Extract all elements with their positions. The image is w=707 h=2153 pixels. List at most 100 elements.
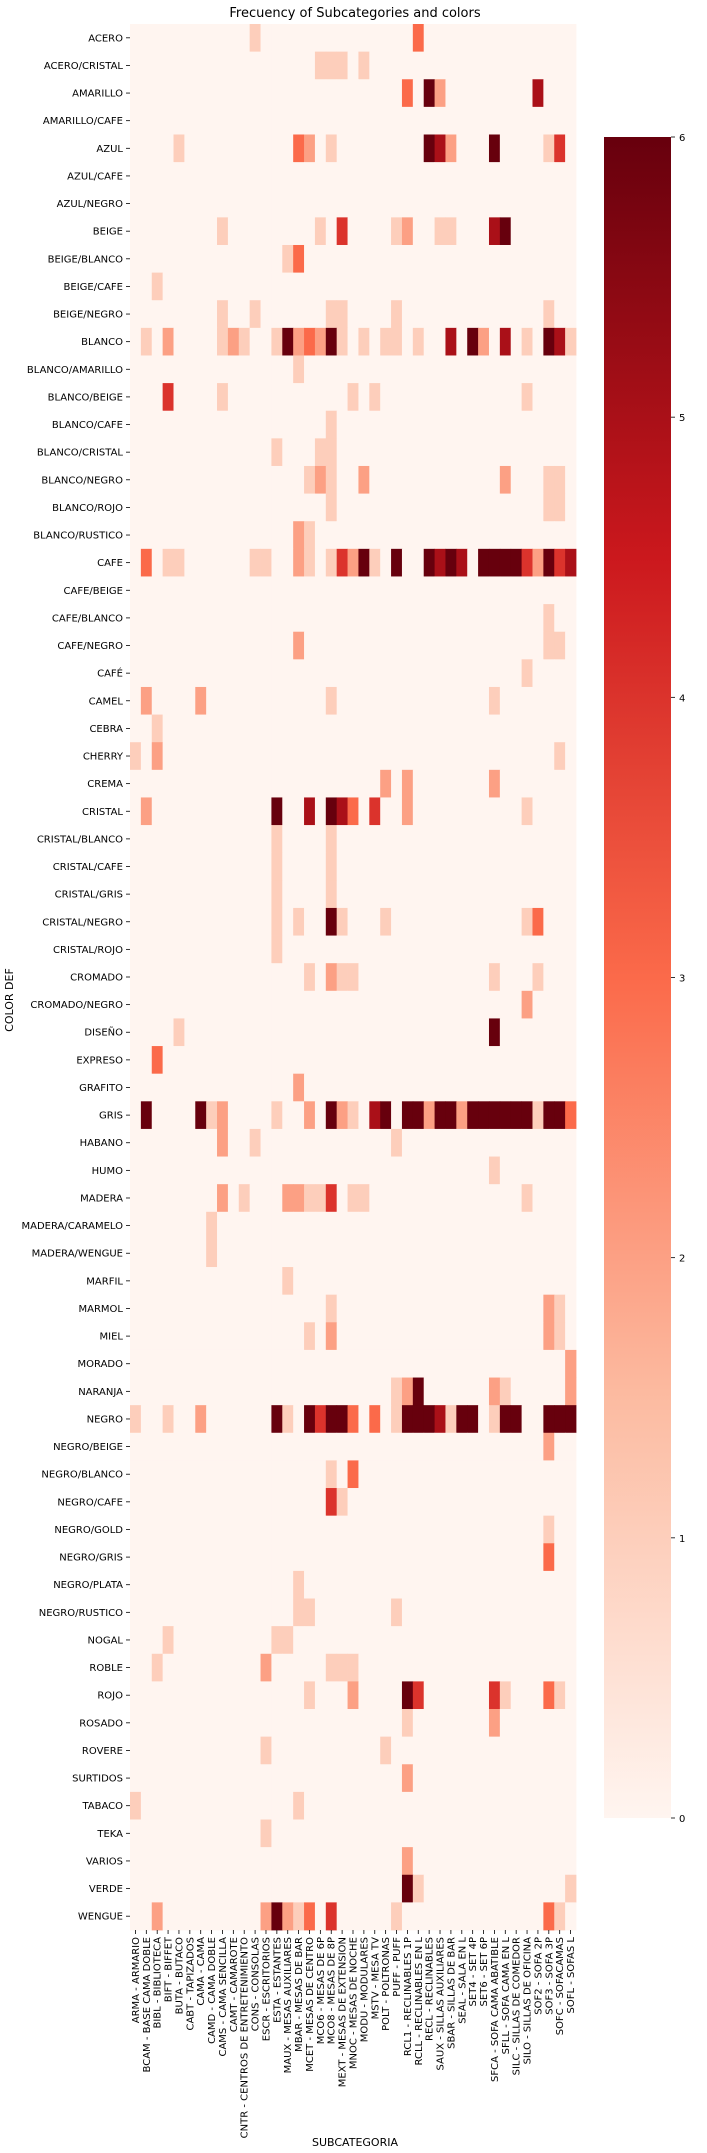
heatmap-cell — [304, 1018, 316, 1047]
heatmap-cell — [173, 1791, 185, 1820]
heatmap-cell — [151, 383, 164, 412]
heatmap-cell — [314, 576, 327, 605]
heatmap-cell — [478, 1653, 490, 1682]
heatmap-cell — [130, 106, 142, 135]
heatmap-cell — [347, 1626, 359, 1655]
heatmap-cell — [325, 907, 338, 936]
heatmap-cell — [358, 1405, 370, 1434]
heatmap-cell — [293, 1239, 305, 1268]
heatmap-cell — [488, 410, 501, 439]
heatmap-cell — [358, 1349, 370, 1378]
heatmap-cell — [445, 300, 457, 329]
heatmap-cell — [206, 576, 218, 605]
heatmap-cell — [554, 1764, 566, 1793]
heatmap-cell — [314, 355, 327, 384]
heatmap-cell — [195, 300, 207, 329]
heatmap-cell — [151, 1791, 164, 1820]
heatmap-cell — [140, 1184, 153, 1213]
heatmap-cell — [445, 907, 457, 936]
y-tick-label: MADERA/CARAMELO — [22, 1221, 124, 1232]
heatmap-cell — [304, 1653, 316, 1682]
x-tick-label: MCET - MESAS DE CENTRO — [305, 1937, 316, 2072]
x-tick-label: BIFT - BIFFET — [164, 1936, 175, 2002]
heatmap-cell — [434, 1543, 446, 1572]
heatmap-cell — [543, 1128, 555, 1157]
y-tick-label: NEGRO/RUSTICO — [39, 1608, 123, 1619]
heatmap-cell — [434, 244, 446, 274]
heatmap-cell — [336, 1349, 348, 1378]
heatmap-cell — [380, 1211, 392, 1240]
heatmap-cell — [271, 1543, 283, 1572]
heatmap-cell — [488, 686, 501, 715]
heatmap-cell — [271, 106, 283, 135]
heatmap-cell — [184, 1073, 196, 1102]
heatmap-cell — [510, 465, 523, 494]
heatmap-cell — [358, 907, 370, 936]
heatmap-cell — [478, 990, 490, 1019]
heatmap-cell — [543, 880, 555, 909]
heatmap-cell — [130, 714, 142, 743]
heatmap-cell — [380, 1322, 392, 1351]
heatmap-cell — [162, 990, 174, 1019]
x-tick-label: PUFF - PUFF — [392, 1937, 403, 1997]
heatmap-cell — [510, 1488, 523, 1517]
heatmap-cell — [423, 1626, 435, 1655]
heatmap-cell — [488, 1874, 501, 1903]
y-tick-label: BLANCO/NEGRO — [41, 475, 123, 486]
heatmap-cell — [543, 1709, 555, 1738]
heatmap-cell — [314, 1791, 327, 1820]
heatmap-cell — [565, 1322, 577, 1351]
heatmap-cell — [510, 769, 523, 798]
heatmap-cell — [173, 1349, 185, 1378]
heatmap-cell — [314, 272, 327, 301]
heatmap-cell — [478, 1543, 490, 1572]
heatmap-cell — [184, 1349, 196, 1378]
heatmap-cell — [130, 1847, 142, 1876]
heatmap-cell — [456, 300, 468, 329]
heatmap-cell — [130, 1018, 142, 1047]
heatmap-cell — [206, 1847, 218, 1876]
heatmap-cell — [543, 797, 555, 826]
heatmap-cell — [445, 1543, 457, 1572]
heatmap-cell — [380, 769, 392, 798]
heatmap-cell — [151, 1653, 164, 1682]
heatmap-cell — [565, 272, 577, 301]
heatmap-cell — [184, 1874, 196, 1903]
heatmap-cell — [543, 1874, 555, 1903]
heatmap-cell — [173, 1211, 185, 1240]
heatmap-cell — [412, 1626, 425, 1655]
heatmap-cell — [565, 1239, 577, 1268]
heatmap-cell — [456, 1460, 468, 1489]
heatmap-cell — [478, 217, 490, 246]
heatmap-cell — [130, 576, 142, 605]
heatmap-cell — [336, 438, 348, 467]
heatmap-cell — [554, 521, 566, 550]
heatmap-cell — [456, 742, 468, 771]
heatmap-cell — [521, 797, 533, 826]
heatmap-cell — [238, 1184, 251, 1213]
heatmap-cell — [434, 1626, 446, 1655]
heatmap-cell — [456, 1598, 468, 1627]
heatmap-cell — [554, 1432, 566, 1461]
heatmap-cell — [304, 1184, 316, 1213]
heatmap-cell — [543, 465, 555, 494]
heatmap-cell — [445, 604, 457, 633]
heatmap-cell — [488, 438, 501, 467]
heatmap-cell — [412, 410, 425, 439]
heatmap-cell — [130, 1294, 142, 1323]
heatmap-cell — [227, 1874, 240, 1903]
y-tick-label: BLANCO/ROJO — [52, 503, 123, 514]
heatmap-cell — [336, 1764, 348, 1793]
heatmap-cell — [456, 383, 468, 412]
heatmap-cell — [369, 880, 381, 909]
heatmap-cell — [456, 1184, 468, 1213]
heatmap-cell — [401, 383, 414, 412]
heatmap-cell — [217, 493, 229, 522]
heatmap-cell — [151, 162, 164, 191]
heatmap-cell — [347, 327, 359, 356]
heatmap-cell — [140, 1460, 153, 1489]
y-tick-label: TEKA — [96, 1829, 123, 1840]
heatmap-cell — [434, 907, 446, 936]
heatmap-cell — [336, 935, 348, 964]
heatmap-cell — [260, 438, 272, 467]
